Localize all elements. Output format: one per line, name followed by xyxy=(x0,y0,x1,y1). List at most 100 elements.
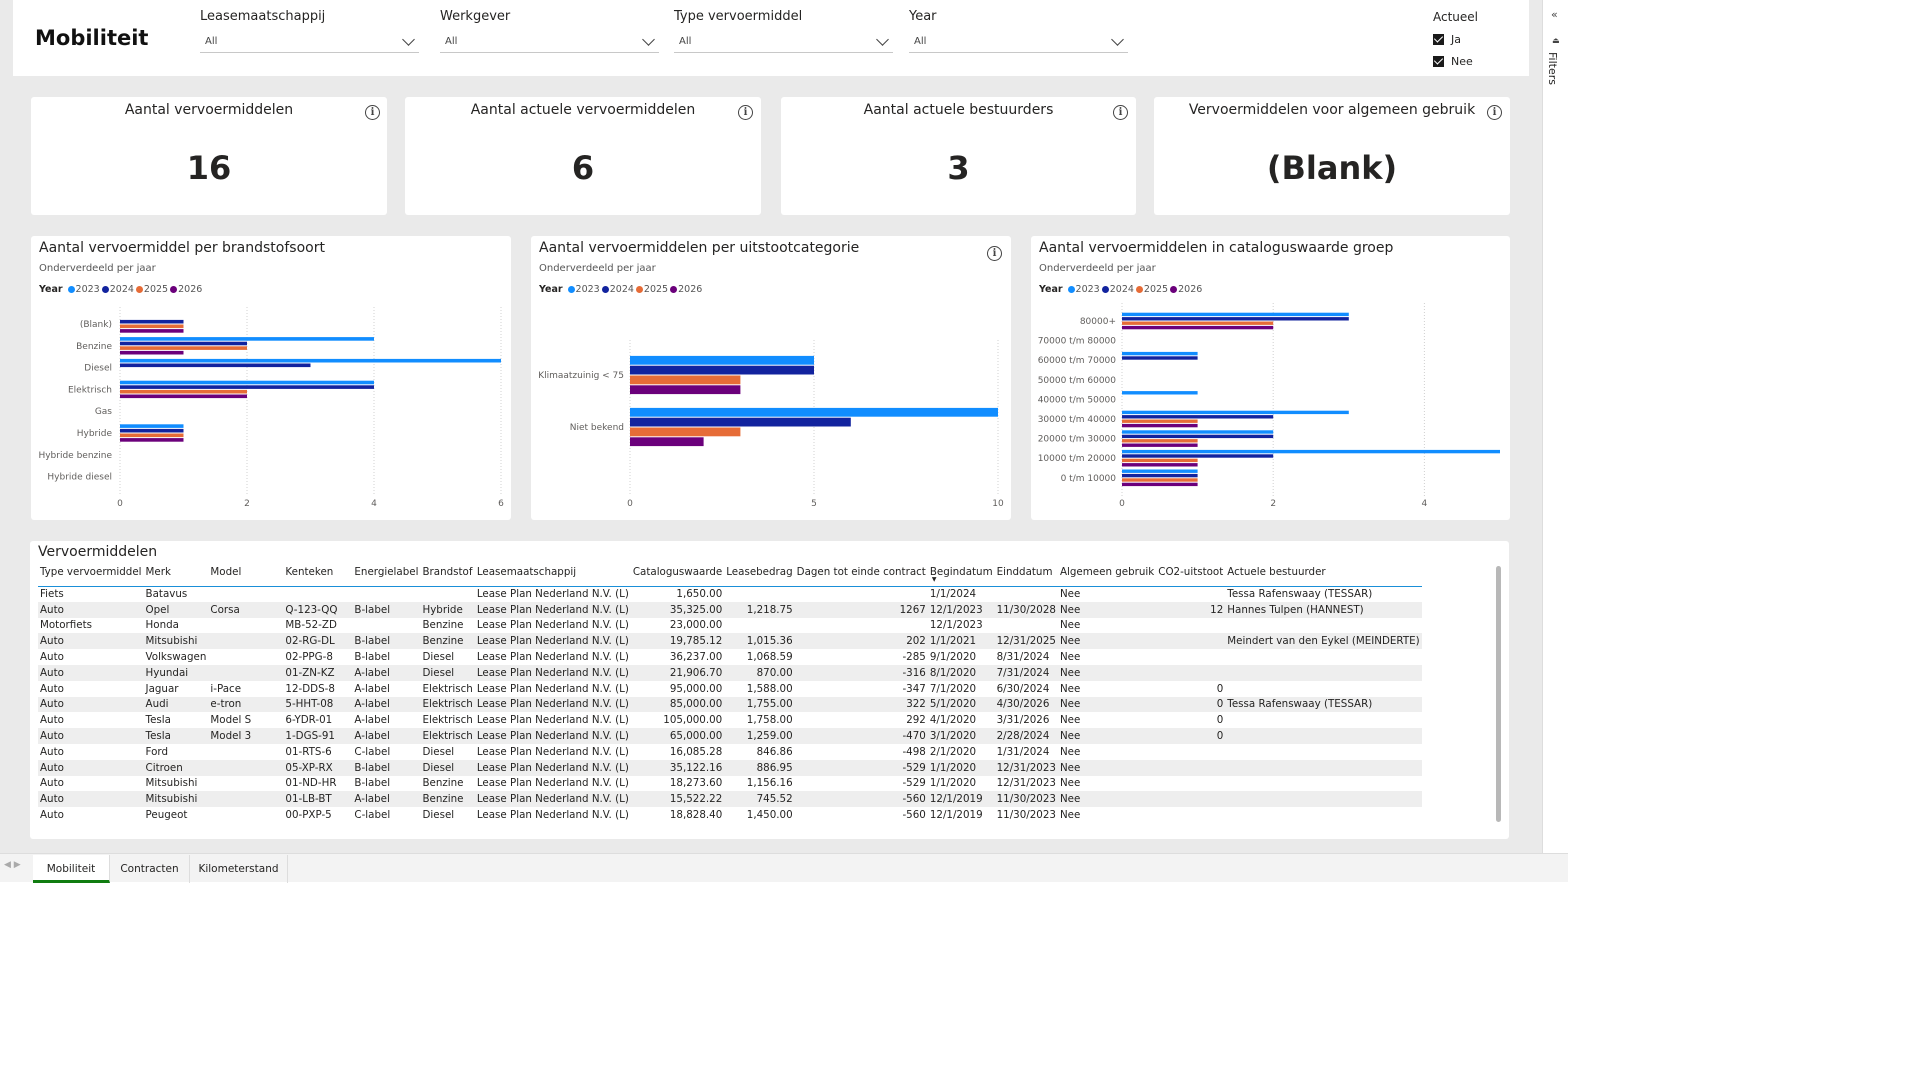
bar-2026[interactable] xyxy=(1122,423,1198,428)
table-row[interactable]: Fiets Batavus Lease Plan Nederland N.V. (L… xyxy=(38,586,1422,602)
info-icon[interactable]: i xyxy=(987,246,1002,261)
bar-2023[interactable] xyxy=(1122,391,1198,395)
bar-2025[interactable] xyxy=(1122,321,1274,325)
legend-item[interactable]: 2023 xyxy=(67,284,100,295)
bar-2026[interactable] xyxy=(120,350,184,355)
bar-2025[interactable] xyxy=(1122,458,1198,463)
bar-2025[interactable] xyxy=(120,389,247,394)
bar-2026[interactable] xyxy=(1122,443,1198,447)
table-row[interactable]: Auto Tesla Model S 6-YDR-01 A-label Elektrisc… xyxy=(38,712,1422,728)
bar-2023[interactable] xyxy=(1122,312,1349,317)
legend-item[interactable]: 2025 xyxy=(635,284,668,295)
bar-2023[interactable] xyxy=(1122,351,1198,356)
bar-2023[interactable] xyxy=(1122,410,1349,415)
bar-2025[interactable] xyxy=(630,427,741,437)
legend-item[interactable]: 2023 xyxy=(567,284,600,295)
bar-2025[interactable] xyxy=(120,346,247,350)
bar-2026[interactable] xyxy=(120,329,184,333)
column-header[interactable]: Type vervoermiddel xyxy=(38,564,144,587)
bar-2025[interactable] xyxy=(630,375,741,385)
info-icon[interactable]: i xyxy=(365,105,380,120)
bar-2024[interactable] xyxy=(120,363,311,368)
bar-2025[interactable] xyxy=(120,324,184,329)
column-header[interactable]: Einddatum xyxy=(994,564,1058,587)
tab-nav-arrows-icon[interactable]: ◀ ▶ xyxy=(4,860,21,870)
column-header[interactable]: Cataloguswaarde xyxy=(630,564,725,587)
bar-2024[interactable] xyxy=(120,385,374,389)
checkbox-checked-icon[interactable] xyxy=(1433,33,1444,45)
filter-pane[interactable]: « ⏏ Filters xyxy=(1542,0,1568,853)
bar-2026[interactable] xyxy=(630,385,741,395)
column-header[interactable]: CO2-uitstoot xyxy=(1156,564,1226,587)
column-header[interactable]: Actuele bestuurder xyxy=(1225,564,1422,587)
table-row[interactable]: Auto Peugeot 00-PXP-5 C-label Diesel Lease Pl… xyxy=(38,807,1422,823)
bar-2024[interactable] xyxy=(1122,434,1274,439)
bar-2024[interactable] xyxy=(1122,454,1274,458)
slicer-dropdown[interactable]: All xyxy=(200,31,419,53)
legend-item[interactable]: 2026 xyxy=(1170,284,1202,295)
bar-2023[interactable] xyxy=(120,380,374,385)
bar-2023[interactable] xyxy=(120,358,501,363)
table-row[interactable]: Auto Jaguar i-Pace 12-DDS-8 A-label Elektrisc… xyxy=(38,681,1422,697)
column-header[interactable]: Leasebedrag xyxy=(724,564,795,587)
bar-2024[interactable] xyxy=(1122,317,1349,321)
bar-2023[interactable] xyxy=(1122,449,1500,454)
bar-2023[interactable] xyxy=(120,337,374,341)
legend-item[interactable]: 2024 xyxy=(1101,284,1134,295)
table-row[interactable]: Auto Audi e-tron 5-HHT-08 A-label Elektrisch L… xyxy=(38,696,1422,713)
bar-2026[interactable] xyxy=(120,394,247,399)
table-row[interactable]: Auto Opel Corsa Q-123-QQ B-label Hybride Lease… xyxy=(38,601,1422,618)
column-header[interactable]: Brandstof xyxy=(420,564,475,587)
column-header[interactable]: Energielabel xyxy=(352,564,421,587)
info-icon[interactable]: i xyxy=(738,105,753,120)
bar-2026[interactable] xyxy=(1122,482,1198,487)
bar-2024[interactable] xyxy=(120,319,184,324)
bar-2023[interactable] xyxy=(630,407,998,417)
table-row[interactable]: Auto Tesla Model 3 1-DGS-91 A-label Elektrisc… xyxy=(38,728,1422,744)
bar-2024[interactable] xyxy=(120,428,184,433)
legend-item[interactable]: 2025 xyxy=(135,284,168,295)
chevron-double-left-icon[interactable]: « xyxy=(1551,8,1558,21)
table-row[interactable]: Motorfiets Honda MB-52-ZD Benzine Lease Plan… xyxy=(38,618,1422,634)
legend-item[interactable]: 2024 xyxy=(101,284,134,295)
column-header[interactable]: Merk xyxy=(143,564,209,587)
tab-kilometerstand[interactable]: Kilometerstand xyxy=(190,855,288,883)
legend-item[interactable]: 2026 xyxy=(670,284,702,295)
vertical-scrollbar[interactable] xyxy=(1496,566,1501,822)
table-row[interactable]: Auto Hyundai 01-ZN-KZ A-label Diesel Lease Pl… xyxy=(38,664,1422,681)
column-header[interactable]: Leasemaatschappij xyxy=(474,564,631,587)
bar-2026[interactable] xyxy=(630,437,704,447)
bar-2024[interactable] xyxy=(1122,473,1198,478)
bar-2025[interactable] xyxy=(1122,419,1198,423)
info-icon[interactable]: i xyxy=(1487,105,1502,120)
table-row[interactable]: Auto Citroen 05-XP-RX B-label Diesel Lease Pl… xyxy=(38,759,1422,776)
table-row[interactable]: Auto Mitsubishi 02-RG-DL B-label Benzine Leas… xyxy=(38,633,1422,650)
legend-item[interactable]: 2026 xyxy=(170,284,202,295)
checkbox-ja[interactable]: Ja xyxy=(1433,28,1478,50)
bar-2025[interactable] xyxy=(1122,478,1198,482)
column-header[interactable]: Algemeen gebruik xyxy=(1057,564,1157,587)
bar-2026[interactable] xyxy=(1122,463,1198,467)
bar-2024[interactable] xyxy=(630,417,851,427)
bar-2026[interactable] xyxy=(1122,325,1274,330)
sort-descending-icon[interactable]: ▼ xyxy=(931,576,937,583)
legend-item[interactable]: 2023 xyxy=(1067,284,1100,295)
bar-2023[interactable] xyxy=(1122,469,1198,473)
bar-2023[interactable] xyxy=(120,424,184,428)
bar-2024[interactable] xyxy=(120,341,247,346)
slicer-dropdown[interactable]: All xyxy=(909,31,1128,53)
legend-item[interactable]: 2025 xyxy=(1135,284,1168,295)
checkbox-checked-icon[interactable] xyxy=(1433,55,1444,67)
info-icon[interactable]: i xyxy=(1113,105,1128,120)
slicer-dropdown[interactable]: All xyxy=(674,31,893,53)
slicer-dropdown[interactable]: All xyxy=(440,31,659,53)
checkbox-nee[interactable]: Nee xyxy=(1433,50,1478,72)
column-header[interactable]: Model xyxy=(208,564,284,587)
column-header[interactable]: Kenteken xyxy=(283,564,353,587)
table-row[interactable]: Auto Ford 01-RTS-6 C-label Diesel Lease Plan … xyxy=(38,744,1422,760)
column-header[interactable]: Begindatum ▼ xyxy=(927,564,995,587)
bar-2025[interactable] xyxy=(1122,439,1198,443)
column-header[interactable]: Dagen tot einde contract xyxy=(794,564,928,587)
bar-2026[interactable] xyxy=(120,438,184,442)
legend-item[interactable]: 2024 xyxy=(601,284,634,295)
